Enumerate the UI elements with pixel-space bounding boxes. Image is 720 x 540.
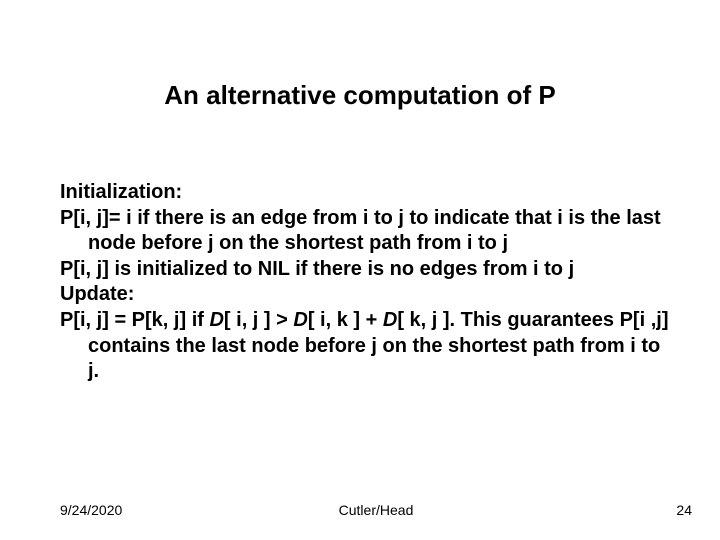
text-fragment: [ i, j ] > (224, 309, 293, 331)
footer-center: Cutler/Head (339, 502, 414, 518)
body-line-pij-nil: P[i, j] is initialized to NIL if there i… (60, 257, 670, 283)
body-line-update: Update: (60, 282, 670, 308)
body-line-update-rule: P[i, j] = P[k, j] if D[ i, j ] > D[ i, k… (60, 308, 670, 385)
slide-body: Initialization: P[i, j]= i if there is a… (60, 180, 670, 385)
footer-date: 9/24/2020 (60, 502, 122, 518)
body-line-initialization: Initialization: (60, 180, 670, 206)
body-line-pij-edge: P[i, j]= i if there is an edge from i to… (60, 206, 670, 257)
slide: An alternative computation of P Initiali… (0, 0, 720, 540)
footer-page-number: 24 (676, 502, 692, 518)
slide-title: An alternative computation of P (0, 80, 720, 111)
italic-d: D (293, 309, 307, 331)
text-fragment: [ i, k ] + (308, 309, 383, 331)
italic-d: D (383, 309, 397, 331)
text-fragment: P[i, j] = P[k, j] if (60, 309, 209, 331)
slide-footer: 9/24/2020 Cutler/Head 24 (60, 502, 692, 518)
italic-d: D (209, 309, 223, 331)
